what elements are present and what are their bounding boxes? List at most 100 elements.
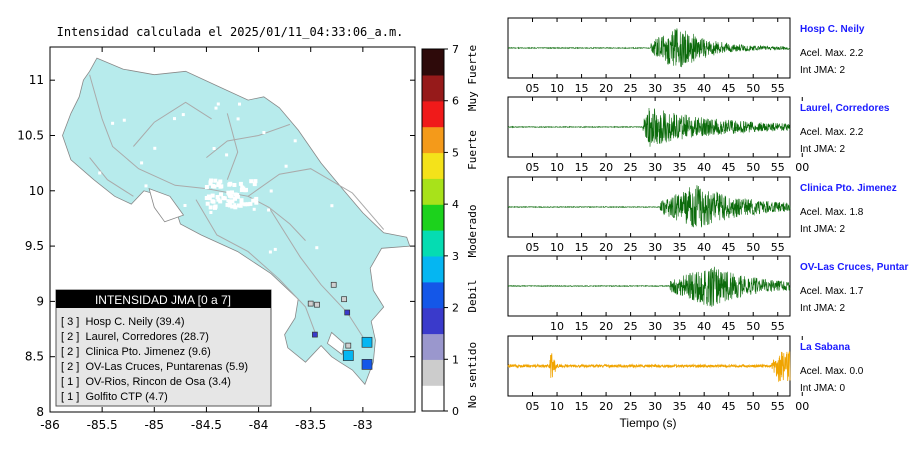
town-marker — [273, 247, 277, 251]
time-tick-label: 35 — [673, 320, 687, 333]
station-name: OV-Las Cruces, Puntar — [800, 262, 908, 273]
time-tick-label: 25 — [624, 82, 638, 95]
town-marker — [233, 196, 237, 201]
colorbar-band — [422, 385, 444, 412]
town-marker — [239, 201, 244, 206]
town-marker — [336, 157, 339, 161]
town-markers — [98, 102, 357, 277]
town-marker — [235, 193, 240, 197]
town-marker — [350, 186, 354, 190]
town-marker — [229, 199, 233, 204]
colorbar: 7 6 5 4 3 2 1 0 Muy Fuerte Fuerte Moderado Debi… — [421, 43, 479, 418]
station-accel: Acel. Max. 1.7 — [800, 286, 864, 297]
colorbar-gradient — [422, 49, 444, 412]
station-jma: Int JMA: 2 — [800, 144, 845, 155]
time-tick-label: 10 — [550, 241, 564, 254]
time-tick-label: 55 — [771, 82, 785, 95]
time-tick-label: 15 — [575, 241, 589, 254]
town-marker — [230, 190, 234, 195]
town-marker — [162, 214, 166, 218]
station-accel: Acel. Max. 1.8 — [800, 207, 864, 218]
town-marker — [268, 250, 272, 254]
time-tick-label: 05 — [526, 161, 540, 174]
time-tick-label: 40 — [697, 320, 711, 333]
time-tick-label: 10 — [550, 161, 564, 174]
town-marker — [183, 204, 187, 207]
town-marker — [140, 224, 144, 227]
town-marker — [225, 202, 230, 207]
time-tick-label: 40 — [697, 161, 711, 174]
colorbar-label-no-sentido: No sentido — [466, 342, 479, 408]
colorbar-tick-label: 2 — [452, 302, 459, 315]
town-marker — [207, 196, 212, 201]
station-markers — [307, 281, 373, 370]
town-marker — [253, 179, 258, 184]
colorbar-band — [422, 152, 444, 179]
legend-item: [ 1 ] OV-Rios, Rincon de Osa (3.4) — [61, 376, 231, 388]
colorbar-band — [422, 126, 444, 154]
time-tick-label: 45 — [722, 400, 736, 413]
station-accel: Acel. Max. 2.2 — [800, 127, 864, 138]
time-tick-label: 20 — [599, 82, 613, 95]
waveform-trace — [507, 28, 791, 68]
x-tick-label: -85 — [144, 418, 164, 432]
time-tick-label: 20 — [599, 400, 613, 413]
colorbar-band — [422, 178, 444, 205]
town-marker — [112, 265, 116, 269]
costa-rica-landmass — [62, 57, 411, 386]
station-accel: Acel. Max. 2.2 — [800, 48, 864, 59]
time-tick-label: 45 — [722, 320, 736, 333]
y-tick-label: 11 — [29, 73, 44, 87]
town-marker — [214, 106, 218, 110]
station-jma: Int JMA: 2 — [800, 303, 845, 314]
legend-item: [ 3 ] Hosp C. Neily (39.4) — [61, 316, 185, 328]
colorbar-tick-label: 7 — [452, 43, 459, 56]
town-marker — [209, 264, 213, 268]
town-marker — [252, 207, 256, 211]
town-marker — [104, 212, 108, 216]
colorbar-tick-label: 6 — [452, 95, 459, 108]
town-marker — [248, 201, 253, 206]
town-marker — [111, 121, 115, 125]
town-marker — [354, 179, 357, 183]
station-marker — [361, 359, 373, 370]
road — [247, 168, 385, 230]
town-marker — [211, 199, 216, 204]
town-marker — [252, 182, 257, 187]
station-marker — [307, 300, 314, 307]
time-tick-label: 50 — [746, 241, 760, 254]
town-marker — [303, 115, 307, 119]
x-tick-label: -86 — [40, 418, 60, 432]
colorbar-tick-label: 1 — [452, 353, 459, 366]
colorbar-band — [422, 100, 444, 128]
town-marker — [233, 205, 238, 210]
legend-title: INTENSIDAD JMA [0 a 7] — [95, 293, 231, 307]
town-marker — [173, 117, 176, 121]
legend-item: [ 2 ] Laurel, Corredores (28.7) — [61, 331, 209, 343]
station-name: Clinica Pto. Jimenez — [800, 183, 897, 194]
town-marker — [227, 203, 232, 208]
station-accel: Acel. Max. 0.0 — [800, 366, 864, 377]
time-tick-label: 25 — [624, 320, 638, 333]
town-marker — [269, 189, 273, 193]
time-tick-label: 30 — [648, 82, 662, 95]
time-tick-label: 45 — [722, 241, 736, 254]
waveform-panel: 05 10 15 20 25 30 35 40 45 50 55 Clinica Pto. Jimen… — [507, 176, 897, 254]
town-marker — [233, 203, 237, 207]
town-marker — [153, 146, 157, 150]
waveform-panel: 05 10 15 20 25 30 35 40 45 50 55 00 Laurel, Corredor… — [507, 96, 890, 174]
x-tick-label: -83 — [353, 418, 373, 432]
colorbar-band — [422, 230, 444, 257]
x-tick-label: -83.5 — [295, 418, 326, 432]
town-marker — [230, 204, 235, 209]
time-tick-label: 35 — [673, 161, 687, 174]
time-tick-label: 55 — [771, 400, 785, 413]
station-jma: Int JMA: 2 — [800, 65, 845, 76]
time-tick-label: 50 — [746, 320, 760, 333]
colorbar-label-moderado: Moderado — [466, 205, 479, 258]
town-marker — [204, 196, 209, 200]
colorbar-label-debil: Debil — [466, 279, 479, 312]
waveform-trace — [507, 351, 791, 383]
station-marker — [361, 336, 373, 348]
